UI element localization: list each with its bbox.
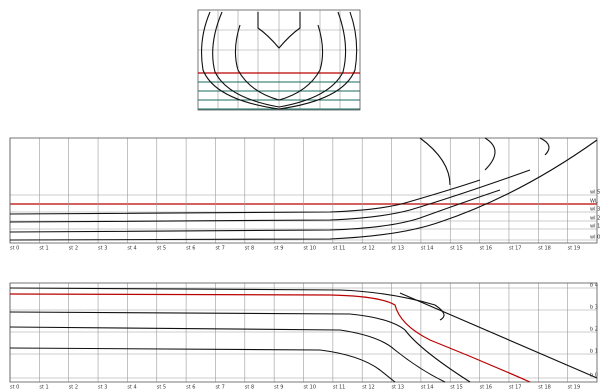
reference-label: wl 5	[590, 190, 600, 196]
reference-label: wl 1	[590, 224, 600, 230]
station-label: st 8	[245, 385, 254, 391]
reference-label: wl 3	[590, 207, 600, 213]
station-label: st 2	[69, 385, 78, 391]
lines-plan: wl 0wl 1wl 2wl 3WLwl 5st 19st 18st 17st …	[0, 0, 605, 392]
station-label: st 1	[39, 385, 48, 391]
station-label: st 7	[215, 246, 224, 252]
station-label: st 16	[480, 246, 493, 252]
station-label: st 14	[421, 385, 434, 391]
body-grid	[198, 10, 360, 110]
station-label: st 10	[304, 385, 317, 391]
station-label: st 11	[333, 385, 346, 391]
station-label: st 19	[568, 385, 581, 391]
station-label: st 7	[215, 385, 224, 391]
station-label: st 3	[98, 246, 107, 252]
station-label: st 4	[127, 246, 136, 252]
reference-label: wl 0	[590, 235, 600, 241]
station-label: st 12	[362, 246, 375, 252]
station-label: st 9	[274, 246, 283, 252]
station-label: st 4	[127, 385, 136, 391]
reference-label: wl 2	[590, 216, 600, 222]
station-label: st 0	[10, 385, 19, 391]
station-label: st 16	[480, 385, 493, 391]
station-label: st 6	[186, 385, 195, 391]
station-label: st 17	[509, 385, 522, 391]
station-label: st 18	[538, 385, 551, 391]
station-label: st 9	[274, 385, 283, 391]
station-label: st 13	[392, 385, 405, 391]
station-label: st 11	[333, 246, 346, 252]
station-label: st 8	[245, 246, 254, 252]
station-label: st 19	[568, 246, 581, 252]
station-label: st 17	[509, 246, 522, 252]
station-label: st 5	[157, 246, 166, 252]
station-label: st 12	[362, 385, 375, 391]
station-label: st 18	[538, 246, 551, 252]
plan-design-waterline	[10, 294, 530, 382]
station-label: st 14	[421, 246, 434, 252]
body-plan	[198, 10, 360, 110]
station-label: st 0	[10, 246, 19, 252]
station-label: st 15	[450, 385, 463, 391]
station-label: st 13	[392, 246, 405, 252]
station-label: st 10	[304, 246, 317, 252]
station-label: st 2	[69, 246, 78, 252]
station-label: st 3	[98, 385, 107, 391]
station-label: st 6	[186, 246, 195, 252]
station-label: st 15	[450, 246, 463, 252]
station-label: st 1	[39, 246, 48, 252]
station-label: st 5	[157, 385, 166, 391]
